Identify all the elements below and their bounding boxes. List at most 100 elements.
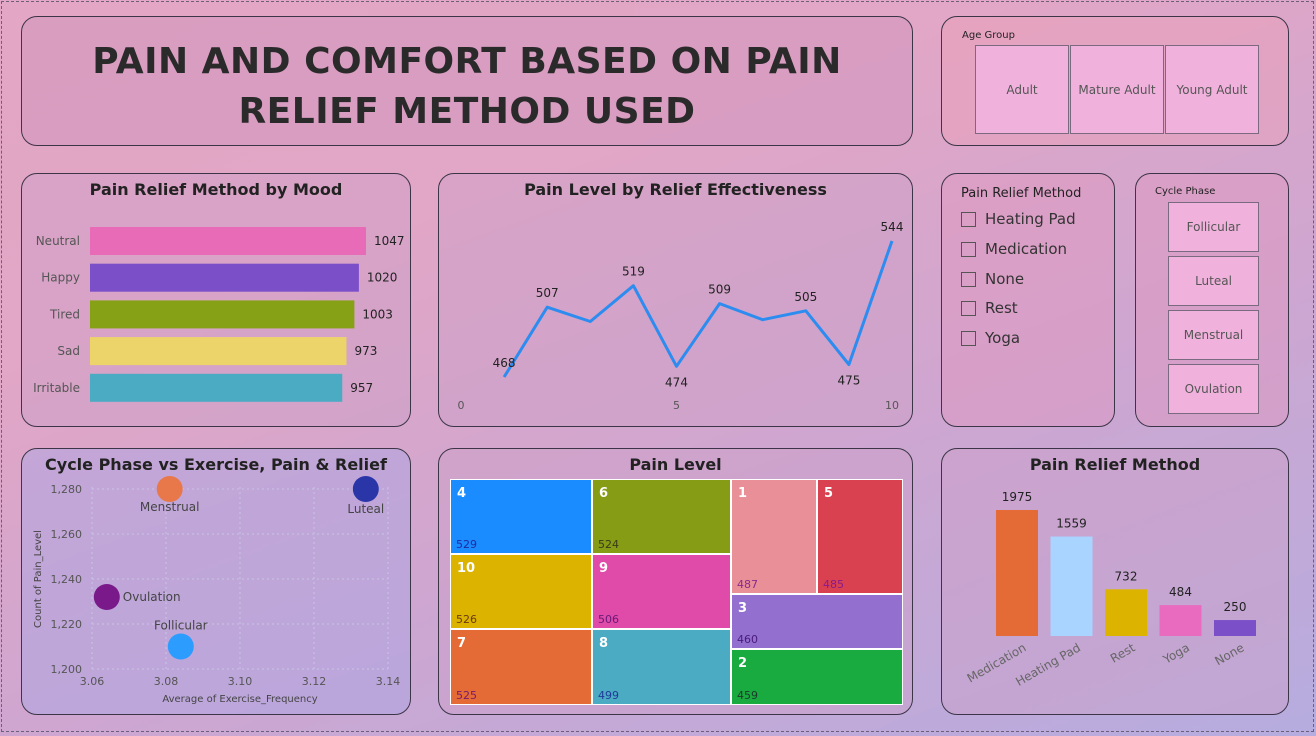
treemap-cell-label: 8 [599, 636, 609, 651]
pain-relief-bar-chart-panel: Pain Relief Method 1975 Medication 1559 Hea… [941, 448, 1289, 715]
treemap-cell-label: 6 [599, 486, 609, 501]
scatter-point [93, 584, 120, 610]
phase-tile-luteal[interactable]: Luteal [1168, 256, 1259, 306]
scatter-chart: 3.06 3.08 3.10 3.12 3.14 1,200 1,220 1,240 1,260… [33, 476, 401, 705]
scatter-point-label: Ovulation [123, 590, 181, 604]
line-data-label: 474 [665, 375, 688, 389]
x-tick-label: 3.10 [228, 675, 253, 688]
mood-bar-chart: Neutral 1047 Happy 1020 Tired 1003 Sad 973 Irrit… [33, 227, 405, 402]
treemap-cell[interactable]: 1 487 [731, 479, 817, 594]
treemap-cell[interactable]: 5 485 [817, 479, 903, 594]
treemap-cell[interactable]: 3 460 [731, 594, 903, 649]
x-tick-label: 10 [885, 399, 899, 412]
page-title: PAIN AND COMFORT BASED ON PAIN RELIEF ME… [92, 41, 842, 132]
y-tick-label: 1,220 [51, 618, 83, 631]
treemap-cell-label: 3 [738, 601, 748, 616]
pain-relief-chart-title: Pain Relief Method [1029, 455, 1201, 474]
phase-tile-ovulation[interactable]: Ovulation [1168, 364, 1259, 414]
scatter-chart-title: Cycle Phase vs Exercise, Pain & Relief [45, 455, 387, 474]
treemap-cell-value: 524 [598, 538, 619, 551]
checkbox-icon[interactable] [961, 300, 976, 316]
treemap-cell[interactable]: 2 459 [731, 649, 903, 705]
age-group-label: Age Group [962, 30, 1015, 41]
treemap-cell-label: 7 [457, 636, 467, 651]
mood-bar-chart-panel: Pain Relief Method by Mood Neutral 1047 Ha… [21, 173, 411, 427]
checkbox-icon[interactable] [961, 211, 976, 227]
relief-value-label: 1975 [1002, 490, 1033, 504]
y-tick-label: 1,260 [51, 528, 83, 541]
relief-option-rest[interactable]: Rest [961, 299, 1018, 317]
x-axis-label: Average of Exercise_Frequency [162, 694, 317, 705]
relief-option-label: None [985, 270, 1025, 288]
line-data-label: 544 [881, 220, 904, 234]
treemap-cell-value: 499 [598, 689, 619, 702]
x-tick-label: 0 [458, 399, 465, 412]
age-group-slicer: Age Group Adult Mature Adult Young Adult [941, 16, 1289, 146]
relief-option-none[interactable]: None [961, 270, 1024, 288]
checkbox-icon[interactable] [961, 330, 976, 346]
effectiveness-chart-title: Pain Level by Relief Effectiveness [524, 180, 827, 199]
line-data-label: 468 [493, 356, 516, 370]
line-data-label: 475 [837, 373, 860, 387]
cycle-phase-label: Cycle Phase [1155, 186, 1216, 197]
treemap-cell-value: 525 [456, 689, 477, 702]
checkbox-icon[interactable] [961, 271, 976, 287]
treemap-cell-value: 529 [456, 538, 477, 551]
relief-option-heating-pad[interactable]: Heating Pad [961, 210, 1076, 228]
scatter-point [167, 633, 194, 660]
relief-bar [1214, 620, 1256, 636]
treemap-cell[interactable]: 6 524 [592, 479, 731, 554]
treemap-cell[interactable]: 9 506 [592, 554, 731, 629]
y-tick-label: 1,200 [51, 663, 83, 676]
checkbox-icon[interactable] [961, 241, 976, 257]
relief-bar [996, 510, 1038, 636]
relief-value-label: 250 [1224, 600, 1247, 614]
scatter-point [352, 476, 379, 502]
treemap-cell-value: 459 [737, 689, 758, 702]
x-tick-label: 3.14 [376, 675, 401, 688]
y-axis-label: Count of Pain_Level [33, 530, 44, 628]
line-data-label: 505 [794, 290, 817, 304]
treemap-cell-label: 4 [457, 486, 467, 501]
x-tick-label: 5 [673, 399, 680, 412]
line-data-label: 507 [536, 286, 559, 300]
mood-category-label: Tired [49, 307, 80, 321]
treemap-cell-label: 1 [738, 486, 748, 501]
relief-bar [1105, 589, 1147, 636]
relief-option-yoga[interactable]: Yoga [961, 329, 1020, 347]
age-tile-young-adult[interactable]: Young Adult [1165, 45, 1259, 134]
pain-level-treemap: 4 529 6 524 10 526 9 506 7 525 8 499 1 487 5 485 3 460 2 45… [450, 479, 903, 705]
treemap-cell[interactable]: 7 525 [450, 629, 592, 705]
treemap-panel: Pain Level 4 529 6 524 10 526 9 506 7 525 8 499 1 487… [438, 448, 913, 715]
treemap-cell[interactable]: 8 499 [592, 629, 731, 705]
mood-value-label: 957 [350, 381, 373, 395]
age-tile-adult[interactable]: Adult [975, 45, 1069, 134]
age-tile-mature-adult[interactable]: Mature Adult [1070, 45, 1164, 134]
x-tick-label: 3.06 [80, 675, 105, 688]
phase-tile-menstrual[interactable]: Menstrual [1168, 310, 1259, 360]
mood-category-label: Sad [57, 344, 80, 358]
treemap-title: Pain Level [629, 455, 722, 474]
mood-value-label: 973 [354, 344, 377, 358]
relief-value-label: 1559 [1056, 517, 1087, 531]
relief-option-medication[interactable]: Medication [961, 240, 1067, 258]
line-data-label: 509 [708, 283, 731, 297]
line-data-label: 519 [622, 265, 645, 279]
mood-bar [90, 300, 355, 329]
mood-category-label: Happy [41, 271, 80, 285]
mood-bar [90, 373, 343, 402]
mood-bar [90, 263, 359, 292]
mood-chart-title: Pain Relief Method by Mood [89, 180, 343, 199]
mood-category-label: Neutral [36, 234, 80, 248]
relief-category-label: Yoga [1160, 640, 1192, 667]
mood-value-label: 1020 [367, 271, 398, 285]
treemap-cell-label: 10 [457, 561, 476, 576]
scatter-point-label: Follicular [154, 619, 208, 633]
cycle-phase-slicer: Cycle Phase Follicular Luteal Menstrual … [1135, 173, 1289, 427]
treemap-cell[interactable]: 4 529 [450, 479, 592, 554]
relief-value-label: 484 [1169, 585, 1192, 599]
relief-value-label: 732 [1115, 569, 1138, 583]
phase-tile-follicular[interactable]: Follicular [1168, 202, 1259, 252]
relief-bar [1159, 605, 1202, 636]
treemap-cell[interactable]: 10 526 [450, 554, 592, 629]
